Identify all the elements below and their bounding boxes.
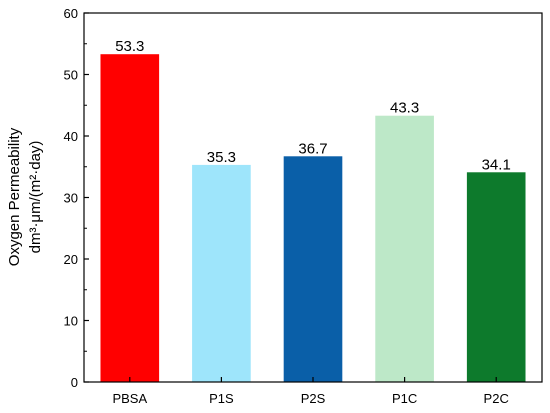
data-label-pbsa: 53.3 bbox=[115, 38, 144, 55]
y-tick-label: 10 bbox=[64, 314, 78, 329]
y-axis-title-line2: dm³·μm/(m²·day) bbox=[27, 141, 44, 254]
bar-p1s bbox=[192, 164, 251, 382]
y-tick-label: 60 bbox=[64, 6, 78, 21]
x-tick-label-pbsa: PBSA bbox=[112, 391, 147, 406]
data-label-p1s: 35.3 bbox=[207, 149, 236, 166]
x-tick-label-p1s: P1S bbox=[209, 391, 234, 406]
y-axis-title-line1: Oxygen Permeability bbox=[6, 127, 23, 266]
y-tick-label: 50 bbox=[64, 68, 78, 83]
y-axis-ticks: 0 10 20 30 40 50 60 bbox=[64, 6, 89, 390]
y-tick-label: 30 bbox=[64, 191, 78, 206]
x-tick-label-p2s: P2S bbox=[301, 391, 326, 406]
bar-pbsa bbox=[100, 54, 160, 383]
data-label-p2c: 34.1 bbox=[482, 156, 511, 173]
y-tick-label: 0 bbox=[71, 375, 78, 390]
bars-group: 53.3 PBSA 35.3 P1S 36.7 P2S 43.3 P1C 34.1 P2C bbox=[100, 38, 526, 406]
bar-p2s bbox=[283, 156, 343, 382]
x-tick-label-p2c: P2C bbox=[484, 391, 509, 406]
bar-p1c bbox=[375, 115, 434, 382]
data-label-p2s: 36.7 bbox=[298, 140, 327, 157]
plot-frame bbox=[83, 12, 543, 383]
x-tick-label-p1c: P1C bbox=[392, 391, 417, 406]
data-label-p1c: 43.3 bbox=[390, 100, 419, 117]
bar-p2c bbox=[466, 172, 526, 382]
y-tick-label: 20 bbox=[64, 252, 78, 267]
y-tick-label: 40 bbox=[64, 129, 78, 144]
